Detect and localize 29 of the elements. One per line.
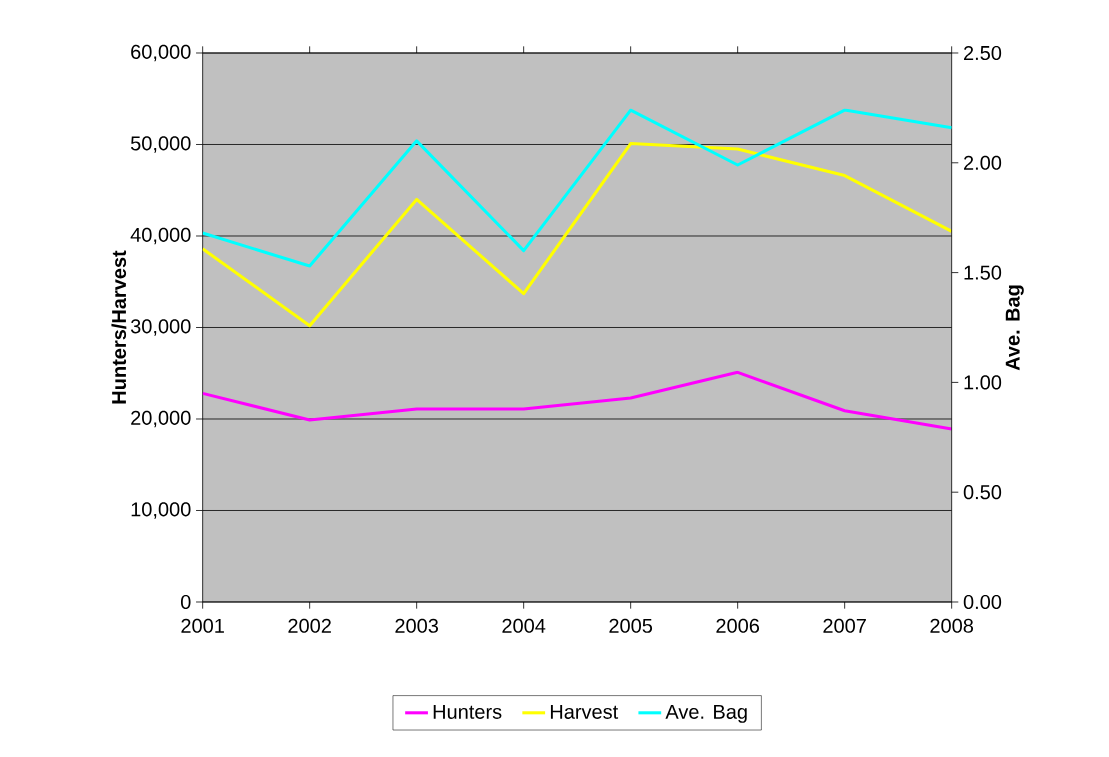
line-series [202,142,952,328]
x-tick-label: 2005 [609,618,653,633]
y-tick-label: 50,000 [130,136,191,153]
y-tick-label: 0 [180,594,191,610]
x-tick-label: 2007 [823,618,866,633]
y2-axis-title: Ave. Bag [1005,285,1024,371]
x-tick-label: 2008 [930,618,974,633]
y-tick-label: 30,000 [130,319,191,336]
y-axis-title: Hunters/Harvest [111,250,127,404]
x-tick-label: 2006 [716,618,760,633]
y2-tick-label: 2.50 [964,45,1002,61]
y-tick-label: 20,000 [131,410,191,428]
y2-tick-label: 1.00 [964,375,1002,390]
x-tick-label: 2004 [502,618,546,633]
line-series [202,370,952,431]
x-tick-label: 2003 [395,618,439,633]
y2-tick-label: 0.50 [963,485,1002,500]
legend-label: Ave. Bag [665,704,747,723]
line-series [202,108,952,268]
legend-label: Hunters [433,704,502,719]
legend-label: Harvest [550,704,619,719]
y-tick-label: 60,000 [131,44,191,62]
y2-tick-label: 1.50 [964,265,1002,280]
y-tick-label: 40,000 [130,227,191,245]
y2-tick-label: 0.00 [963,594,1002,610]
x-tick-label: 2001 [181,618,224,633]
y2-tick-label: 2.00 [964,155,1002,170]
x-tick-label: 2002 [288,618,331,633]
y-tick-label: 10,000 [131,502,191,519]
